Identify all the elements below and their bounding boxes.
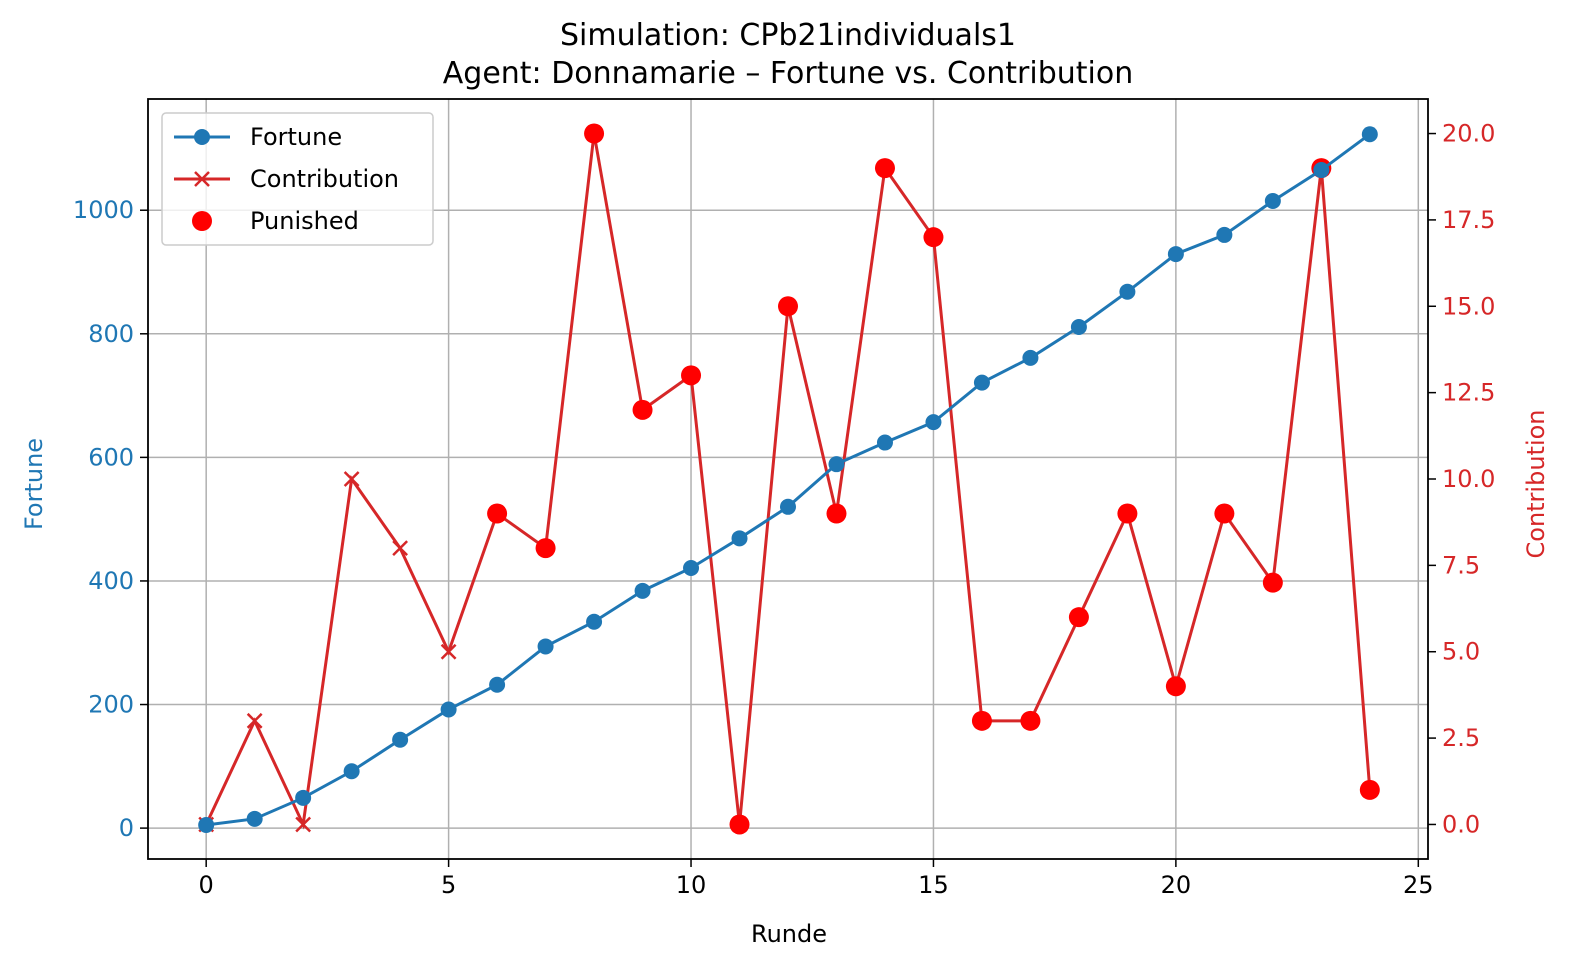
punished-marker	[1165, 676, 1186, 697]
y-left-tick-label: 400	[88, 567, 134, 595]
legend-marker	[192, 211, 212, 231]
contribution-marker-stroke	[246, 712, 263, 729]
legend-box	[161, 112, 434, 246]
punished-marker	[681, 365, 702, 386]
y-left-tick-label: 800	[88, 320, 134, 348]
punished-marker	[1117, 503, 1138, 524]
fortune-marker	[295, 789, 312, 806]
contribution-marker	[392, 540, 409, 556]
chart-subtitle: Agent: Donnamarie – Fortune vs. Contribu…	[443, 56, 1134, 91]
y-axis-right-label: Contribution	[1522, 409, 1550, 558]
plot-frame	[147, 98, 1429, 860]
legend-marker	[194, 171, 210, 187]
punished-marker	[584, 123, 605, 144]
contribution-marker	[440, 643, 457, 660]
fortune-marker	[1264, 192, 1281, 209]
fortune-marker	[537, 638, 554, 655]
punished-marker	[1262, 572, 1283, 593]
punished-marker	[923, 227, 944, 248]
x-tick-label: 25	[1403, 871, 1434, 899]
contribution-marker	[295, 816, 312, 833]
x-tick-label: 10	[676, 871, 707, 899]
punished-marker	[729, 814, 750, 835]
fortune-marker	[1361, 126, 1378, 143]
legend-entry-contribution: Contribution	[174, 165, 399, 193]
y-right-tick-label: 20.0	[1442, 120, 1495, 148]
y-right-tick-label: 7.5	[1442, 551, 1480, 579]
fortune-marker	[780, 498, 796, 515]
y-right-tick-label: 17.5	[1442, 206, 1495, 234]
contribution-marker	[343, 471, 360, 487]
y-right-tick-label: 15.0	[1442, 292, 1495, 320]
grid	[148, 99, 1428, 859]
legend-entry-fortune: Fortune	[174, 123, 342, 151]
x-tick-label: 0	[199, 871, 214, 899]
fortune-marker	[828, 456, 845, 473]
y-left-tick-label: 200	[88, 691, 134, 719]
punished-marker	[1359, 779, 1380, 800]
y-right-tick-label: 5.0	[1442, 638, 1480, 666]
contribution-marker	[246, 712, 263, 729]
contribution-marker-stroke	[343, 471, 360, 487]
punished-marker	[1020, 710, 1041, 731]
y-right-tick-label: 10.0	[1442, 465, 1495, 493]
punished-marker	[1214, 503, 1235, 524]
punished-marker	[826, 503, 847, 524]
fortune-marker	[925, 414, 942, 431]
y-left-tick-label: 0	[119, 814, 134, 842]
fortune-marker	[1216, 226, 1233, 243]
y-right-tick-label: 12.5	[1442, 379, 1495, 407]
legend-label: Fortune	[250, 123, 342, 151]
punished-marker	[535, 538, 556, 559]
fortune-marker	[1022, 349, 1039, 366]
punished-marker	[874, 158, 895, 179]
fortune-marker	[1070, 319, 1087, 335]
fortune-marker	[440, 701, 457, 718]
plot-series	[198, 123, 1380, 835]
fortune-marker	[1313, 162, 1330, 179]
y-axis-left-label: Fortune	[20, 438, 48, 530]
fortune-marker	[973, 374, 990, 391]
legend-label: Contribution	[250, 165, 399, 193]
fortune-marker	[586, 613, 603, 630]
fortune-marker	[198, 817, 215, 834]
fortune-marker	[634, 582, 651, 599]
punished-marker	[971, 710, 992, 731]
y-left-tick-label: 600	[88, 443, 134, 471]
fortune-marker	[489, 676, 506, 693]
punished-marker	[1068, 607, 1089, 628]
contribution-marker-stroke	[392, 540, 409, 556]
fortune-marker	[1119, 283, 1136, 300]
fortune-marker	[683, 559, 700, 576]
punished-marker	[778, 296, 798, 317]
y-right-tick-label: 0.0	[1442, 810, 1480, 838]
legend: Fortune Contribution Punished	[161, 112, 434, 246]
punished-marker	[487, 503, 508, 524]
fortune-marker	[731, 530, 748, 547]
fortune-marker	[1167, 246, 1184, 263]
chart-title: Simulation: CPb21individuals1	[560, 18, 1016, 53]
fortune-marker	[246, 810, 263, 827]
x-axis-label: Runde	[751, 920, 827, 948]
x-tick-label: 20	[1161, 871, 1192, 899]
legend-entry-punished: Punished	[192, 207, 359, 235]
x-tick-label: 15	[918, 871, 949, 899]
axes: 0 5 10 15 20 25 0 200 400 600 800 1000 0.0 2.5 5.0 7.5 1…	[73, 98, 1495, 899]
x-tick-label: 5	[441, 871, 456, 899]
legend-marker	[194, 129, 210, 145]
contribution-marker-stroke	[295, 816, 312, 833]
fortune-marker	[392, 731, 409, 748]
legend-label: Punished	[250, 207, 359, 235]
contribution-marker-stroke	[440, 643, 457, 660]
fortune-marker	[876, 434, 893, 451]
y-left-tick-label: 1000	[73, 196, 134, 224]
fortune-marker	[343, 763, 360, 780]
y-right-tick-label: 2.5	[1442, 724, 1480, 752]
punished-marker	[632, 399, 653, 420]
